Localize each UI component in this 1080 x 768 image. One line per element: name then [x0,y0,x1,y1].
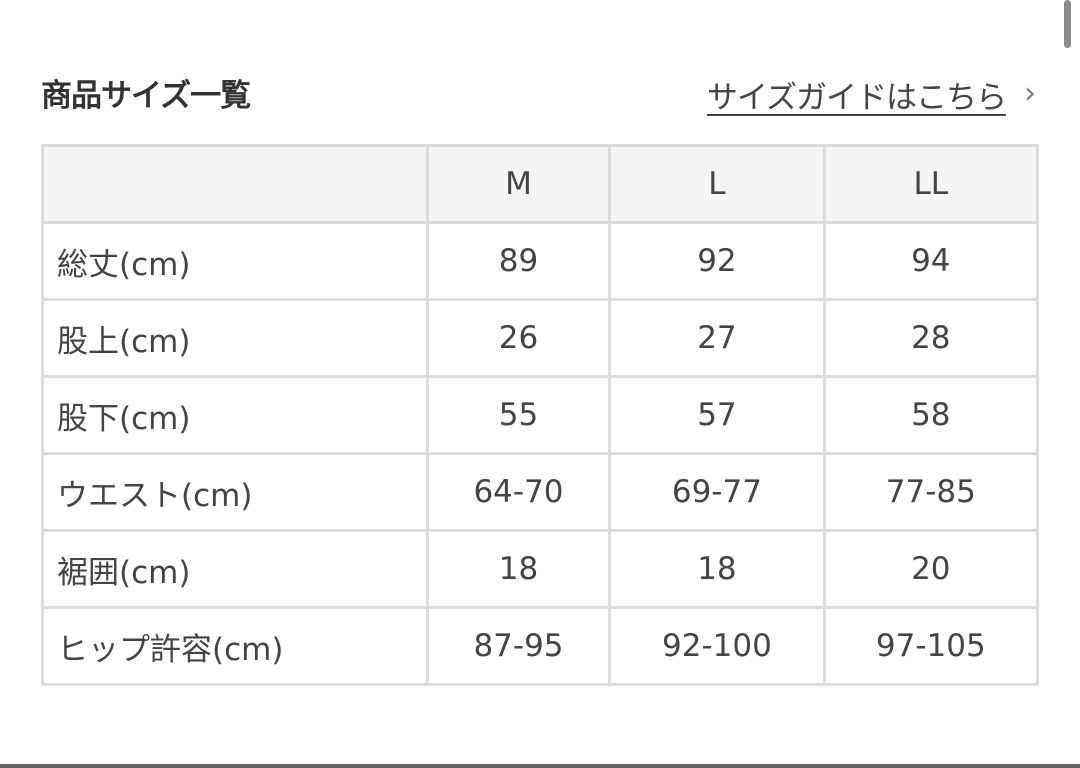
table-cell: 64-70 [425,452,612,532]
table-cell: 77-85 [822,452,1040,532]
scrollbar[interactable] [1064,0,1071,48]
table-cell: 55 [425,375,612,455]
table-cell: 26 [425,298,612,378]
table-row: ウエスト(cm) 64-70 69-77 77-85 [41,452,1040,532]
row-label: ウエスト(cm) [41,452,429,532]
column-header: L [608,144,826,224]
row-label: 総丈(cm) [41,221,429,301]
table-cell: 94 [822,221,1040,301]
row-label: ヒップ許容(cm) [41,606,429,686]
table-cell: 28 [822,298,1040,378]
table-cell: 92-100 [608,606,826,686]
table-cell: 20 [822,529,1040,609]
table-cell: 97-105 [822,606,1040,686]
table-row: 股下(cm) 55 57 58 [41,375,1040,455]
table-cell: 58 [822,375,1040,455]
table-cell: 92 [608,221,826,301]
column-header: LL [822,144,1040,224]
table-cell: 18 [425,529,612,609]
size-table: M L LL 総丈(cm) 89 92 94 股上(cm) 26 27 28 股… [41,144,1040,686]
row-label: 股上(cm) [41,298,429,378]
table-row: 裾囲(cm) 18 18 20 [41,529,1040,609]
row-label: 裾囲(cm) [41,529,429,609]
table-cell: 18 [608,529,826,609]
table-cell: 69-77 [608,452,826,532]
table-cell: 57 [608,375,826,455]
page-title: 商品サイズ一覧 [41,78,251,114]
table-row: ヒップ許容(cm) 87-95 92-100 97-105 [41,606,1040,686]
column-header: M [425,144,612,224]
table-cell: 27 [608,298,826,378]
chevron-right-icon[interactable]: › [1024,76,1036,111]
table-row: 股上(cm) 26 27 28 [41,298,1040,378]
divider [0,764,1080,768]
column-header [41,144,429,224]
size-guide-link[interactable]: サイズガイドはこちら [706,80,1007,116]
table-cell: 89 [425,221,612,301]
table-cell: 87-95 [425,606,612,686]
table-row: 総丈(cm) 89 92 94 [41,221,1040,301]
table-header-row: M L LL [41,144,1040,224]
row-label: 股下(cm) [41,375,429,455]
